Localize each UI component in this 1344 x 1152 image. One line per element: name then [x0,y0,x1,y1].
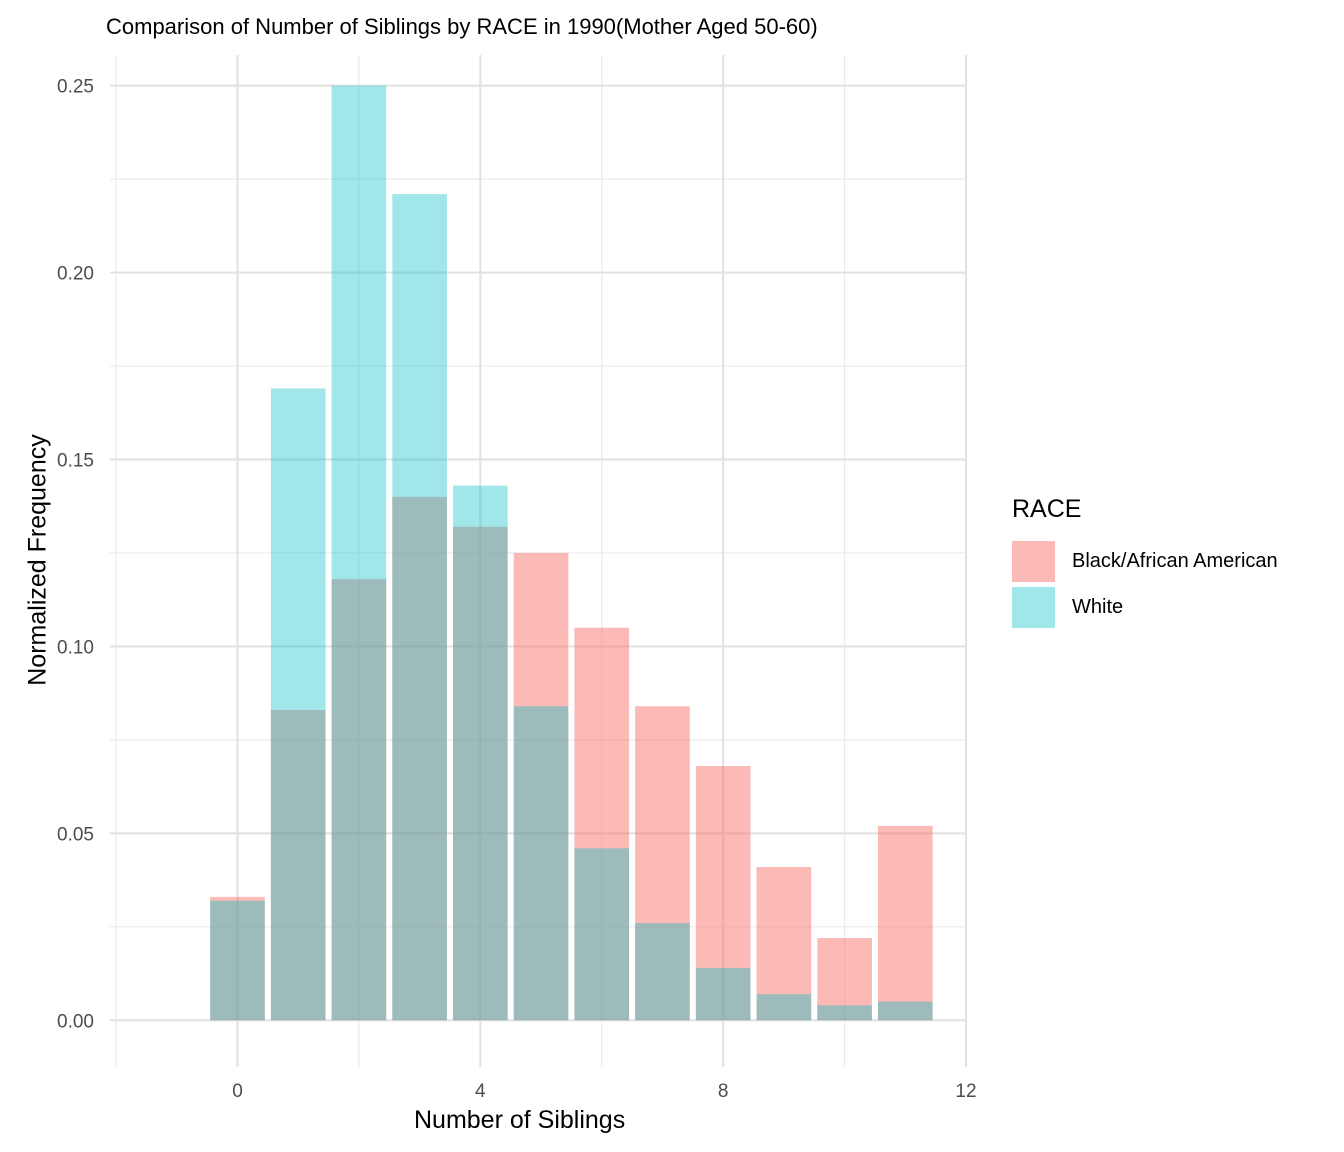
bar-black-african-american [210,896,265,1021]
bar-white [270,388,326,1021]
legend-item-black-african-american: Black/African American [1012,538,1278,584]
y-axis-title: Normalized Frequency [23,434,52,686]
bar-black-african-american [392,496,447,1021]
bar-white [392,194,447,1021]
bar-black-african-american [513,552,569,1021]
y-tick-label: 0.05 [57,824,94,845]
x-tick-label: 12 [955,1081,976,1102]
bar-white [453,485,508,1021]
bar-white [635,923,690,1021]
x-tick-label: 0 [232,1081,243,1102]
x-tick-label: 4 [475,1081,486,1102]
legend: RACE Black/African American White [1012,495,1278,630]
legend-swatch-white [1012,586,1055,628]
legend-item-white: White [1012,584,1278,630]
bar-white [513,706,569,1021]
x-axis-title: Number of Siblings [414,1106,626,1134]
x-tick-label: 8 [718,1081,729,1102]
bar-white [877,1001,933,1021]
bar-white [210,900,265,1021]
y-tick-label: 0.15 [57,451,94,472]
bar-black-african-american [635,706,690,1021]
chart-title: Comparison of Number of Siblings by RACE… [106,14,818,39]
y-tick-label: 0.10 [57,637,94,658]
bar-black-african-american [574,627,630,1021]
y-tick-label: 0.25 [57,77,94,98]
legend-title: RACE [1012,495,1082,523]
bar-black-african-american [817,938,872,1021]
bar-white [331,85,387,1021]
bar-black-african-american [756,866,812,1021]
bar-white [756,994,812,1021]
legend-swatch-black-african-american [1012,540,1055,582]
bar-black-african-american [877,825,933,1021]
bar-black-african-american [331,579,387,1021]
bar-white [817,1005,872,1021]
bar-white [574,848,630,1021]
bar-black-african-american [453,526,508,1021]
y-tick-label: 0.20 [57,264,94,285]
legend-label: Black/African American [1072,549,1278,572]
y-tick-label: 0.00 [57,1011,94,1032]
legend-label: White [1072,595,1124,618]
bar-white [695,967,751,1021]
bar-black-african-american [270,709,326,1021]
bar-black-african-american [695,766,751,1021]
